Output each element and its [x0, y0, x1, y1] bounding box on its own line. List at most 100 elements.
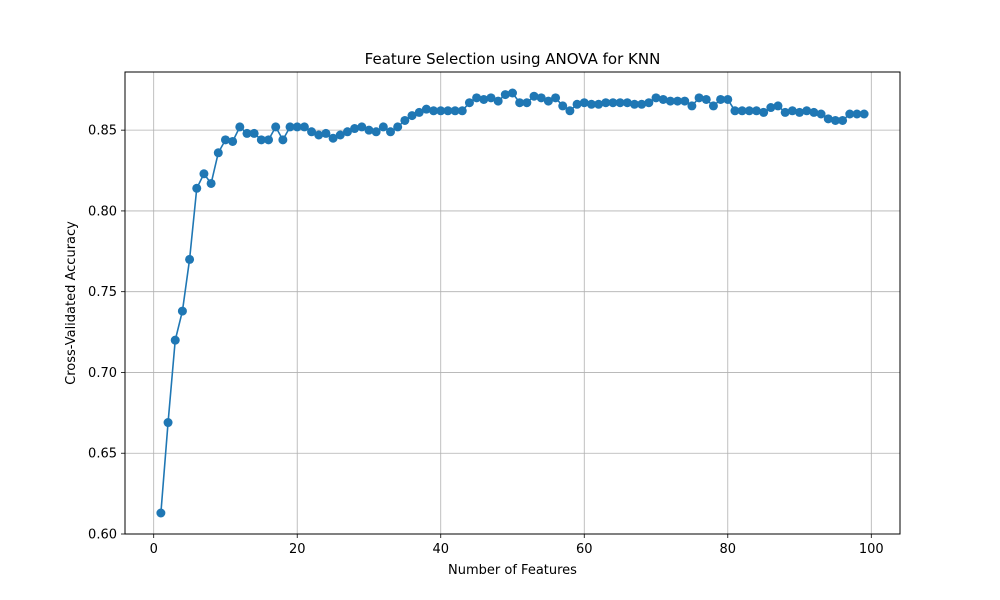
- x-tick-label: 100: [859, 542, 884, 557]
- data-point: [371, 127, 381, 137]
- data-point: [859, 109, 869, 119]
- data-point: [307, 127, 317, 137]
- data-point: [759, 107, 769, 117]
- data-point: [407, 111, 417, 121]
- data-point: [665, 96, 675, 106]
- data-point: [264, 135, 274, 145]
- data-point: [601, 98, 611, 108]
- data-point: [629, 99, 639, 109]
- data-point: [802, 106, 812, 116]
- data-point: [744, 106, 754, 116]
- x-tick-label: 20: [289, 542, 306, 557]
- data-point: [651, 93, 661, 103]
- data-point: [314, 130, 324, 140]
- data-point: [156, 508, 166, 518]
- data-point: [637, 99, 647, 109]
- data-point: [816, 109, 826, 119]
- data-point: [508, 88, 517, 98]
- data-point: [536, 93, 546, 103]
- data-point: [335, 130, 345, 140]
- data-point: [823, 114, 833, 124]
- x-tick-label: 40: [432, 542, 449, 557]
- data-point: [773, 101, 783, 111]
- x-tick-label: 80: [720, 542, 737, 557]
- data-point: [673, 96, 683, 106]
- x-tick-label: 0: [150, 542, 158, 557]
- data-point: [479, 94, 489, 104]
- data-point: [278, 135, 288, 145]
- data-point: [292, 122, 302, 132]
- data-point: [644, 98, 654, 108]
- data-point: [787, 106, 797, 116]
- data-point: [364, 125, 374, 135]
- data-point: [235, 122, 245, 132]
- y-tick-label: 0.80: [88, 204, 117, 219]
- data-point: [421, 104, 431, 114]
- data-point: [845, 109, 855, 119]
- x-tick-label: 60: [576, 542, 593, 557]
- data-point: [543, 96, 553, 106]
- data-point: [572, 99, 582, 109]
- data-point: [192, 183, 202, 193]
- data-point: [615, 98, 625, 108]
- data-point: [579, 98, 589, 108]
- data-point: [378, 122, 388, 132]
- series-accuracy: [156, 88, 869, 518]
- data-point: [450, 106, 460, 116]
- data-point: [177, 306, 187, 316]
- data-point: [206, 178, 216, 188]
- data-point: [766, 103, 776, 113]
- data-point: [658, 94, 668, 104]
- y-tick-label: 0.70: [88, 366, 117, 381]
- data-point: [795, 107, 805, 117]
- data-point: [464, 98, 474, 108]
- data-point: [357, 122, 367, 132]
- data-point: [170, 335, 180, 345]
- data-point: [213, 148, 223, 158]
- data-point: [285, 122, 295, 132]
- data-point: [321, 128, 331, 138]
- data-point: [622, 98, 632, 108]
- plot-area-frame: [124, 71, 901, 535]
- data-point: [328, 133, 338, 143]
- data-point: [436, 106, 446, 116]
- data-point: [558, 101, 568, 111]
- data-point: [393, 122, 403, 132]
- data-point: [500, 90, 510, 100]
- data-point: [586, 99, 596, 109]
- data-point: [551, 93, 561, 103]
- y-tick-label: 0.60: [88, 528, 117, 543]
- data-point: [730, 106, 740, 116]
- data-point: [515, 98, 525, 108]
- x-axis-label: Number of Features: [448, 563, 577, 578]
- data-point: [400, 115, 410, 125]
- ticks: 0 20 40 60 80 100 0.60 0.65 0.70 0.75 0.80 0.85: [88, 124, 884, 557]
- data-point: [723, 94, 733, 104]
- data-point: [185, 254, 195, 264]
- data-point: [838, 115, 848, 125]
- data-point: [708, 101, 718, 111]
- data-point: [429, 106, 439, 116]
- data-point: [220, 135, 230, 145]
- data-point: [242, 128, 252, 138]
- data-point: [809, 107, 819, 117]
- chart-title: Feature Selection using ANOVA for KNN: [365, 50, 661, 68]
- data-point: [199, 169, 209, 179]
- data-point: [472, 93, 482, 103]
- data-point: [830, 115, 840, 125]
- data-point: [522, 98, 532, 108]
- data-point: [608, 98, 618, 108]
- y-tick-label: 0.85: [88, 124, 117, 139]
- data-point: [249, 128, 259, 138]
- data-point: [457, 106, 467, 116]
- data-point: [716, 94, 726, 104]
- data-point: [737, 106, 747, 116]
- data-point: [529, 91, 539, 101]
- y-axis-label: Cross-Validated Accuracy: [64, 221, 79, 385]
- data-point: [299, 122, 309, 132]
- data-point: [687, 101, 697, 111]
- data-point: [163, 418, 173, 428]
- data-point: [486, 93, 496, 103]
